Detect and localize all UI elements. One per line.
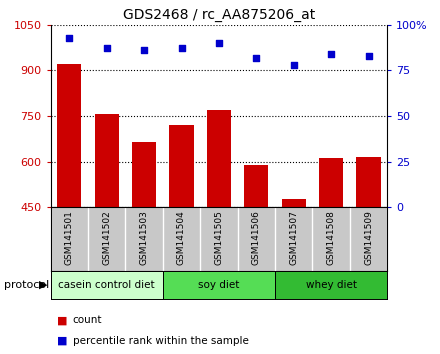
Text: ■: ■ xyxy=(57,336,68,346)
Bar xyxy=(132,142,156,344)
Text: protocol: protocol xyxy=(4,280,50,290)
Text: GSM141508: GSM141508 xyxy=(326,210,336,265)
Bar xyxy=(163,271,275,299)
Bar xyxy=(282,200,306,344)
Point xyxy=(103,46,110,51)
Bar xyxy=(319,159,343,344)
Point xyxy=(290,62,297,68)
Bar xyxy=(57,64,81,344)
Text: whey diet: whey diet xyxy=(306,280,356,290)
Bar xyxy=(51,271,163,299)
Text: GSM141507: GSM141507 xyxy=(289,210,298,265)
Text: casein control diet: casein control diet xyxy=(59,280,155,290)
Point xyxy=(216,40,222,46)
Text: ▶: ▶ xyxy=(39,280,48,290)
Bar xyxy=(95,114,119,344)
Text: soy diet: soy diet xyxy=(198,280,240,290)
Title: GDS2468 / rc_AA875206_at: GDS2468 / rc_AA875206_at xyxy=(123,8,315,22)
Bar xyxy=(356,157,381,344)
Text: GSM141504: GSM141504 xyxy=(177,210,186,265)
Text: GSM141501: GSM141501 xyxy=(65,210,74,265)
Text: GSM141505: GSM141505 xyxy=(214,210,224,265)
Point xyxy=(178,46,185,51)
Text: GSM141509: GSM141509 xyxy=(364,210,373,265)
Bar xyxy=(169,125,194,344)
Text: ■: ■ xyxy=(57,315,68,325)
Point xyxy=(66,35,73,40)
Text: GSM141503: GSM141503 xyxy=(139,210,149,265)
Bar xyxy=(244,165,268,344)
Point xyxy=(365,53,372,59)
Text: percentile rank within the sample: percentile rank within the sample xyxy=(73,336,249,346)
Text: GSM141502: GSM141502 xyxy=(102,210,111,265)
Point xyxy=(327,51,335,57)
Bar xyxy=(207,110,231,344)
Text: count: count xyxy=(73,315,102,325)
Point xyxy=(141,47,148,53)
Bar xyxy=(275,271,387,299)
Point xyxy=(253,55,260,61)
Text: GSM141506: GSM141506 xyxy=(252,210,261,265)
